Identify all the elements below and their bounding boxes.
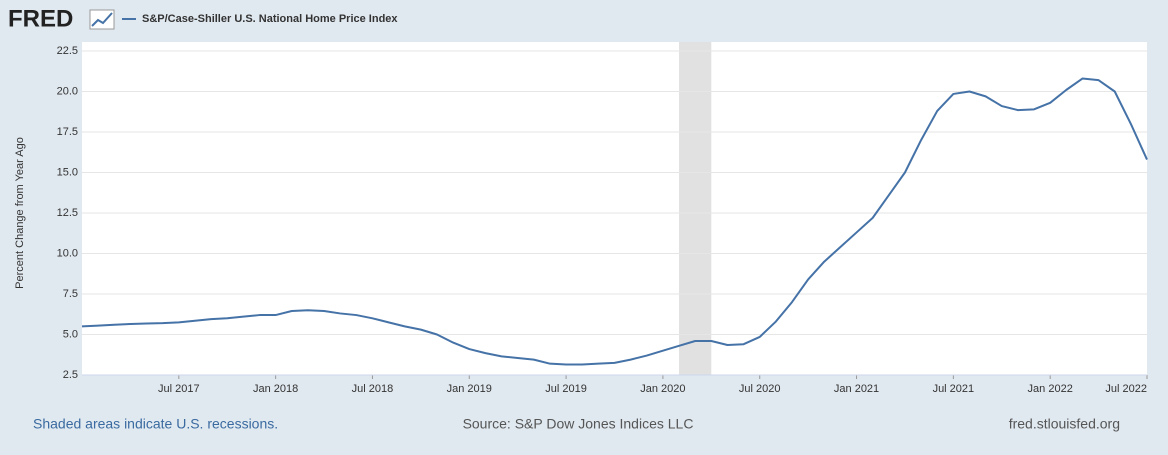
y-tick-label: 22.5 (57, 45, 78, 57)
plot-area (82, 42, 1147, 375)
logo-icon (89, 9, 115, 30)
x-tick-label: Jul 2019 (545, 383, 587, 395)
recession-shade (679, 42, 712, 375)
source: Source: S&P Dow Jones Indices LLC (463, 416, 694, 432)
y-tick-label: 7.5 (63, 288, 78, 300)
x-tick-label: Jul 2020 (739, 383, 781, 395)
x-tick-label: Jan 2022 (1028, 383, 1073, 395)
x-tick-label: Jan 2019 (447, 383, 492, 395)
x-tick-label: Jul 2018 (352, 383, 394, 395)
recession-note: Shaded areas indicate U.S. recessions. (33, 416, 278, 432)
site-url: fred.stlouisfed.org (1009, 416, 1120, 432)
y-tick-label: 2.5 (63, 369, 78, 381)
y-tick-label: 15.0 (57, 166, 78, 178)
x-tick-label: Jan 2021 (834, 383, 879, 395)
y-tick-label: 12.5 (57, 207, 78, 219)
x-tick-label: Jul 2022 (1105, 383, 1147, 395)
x-tick-label: Jul 2021 (933, 383, 975, 395)
x-tick-label: Jan 2018 (253, 383, 298, 395)
y-tick-label: 20.0 (57, 85, 78, 97)
y-tick-label: 10.0 (57, 247, 78, 259)
x-tick-label: Jul 2017 (158, 383, 200, 395)
series-line (81, 77, 1148, 366)
legend-label: S&P/Case-Shiller U.S. National Home Pric… (142, 13, 398, 25)
y-tick-label: 17.5 (57, 126, 78, 138)
x-tick-label: Jan 2020 (640, 383, 685, 395)
brand-logo: FRED (8, 5, 73, 32)
y-tick-label: 5.0 (63, 328, 78, 340)
y-axis-label: Percent Change from Year Ago (14, 137, 26, 289)
